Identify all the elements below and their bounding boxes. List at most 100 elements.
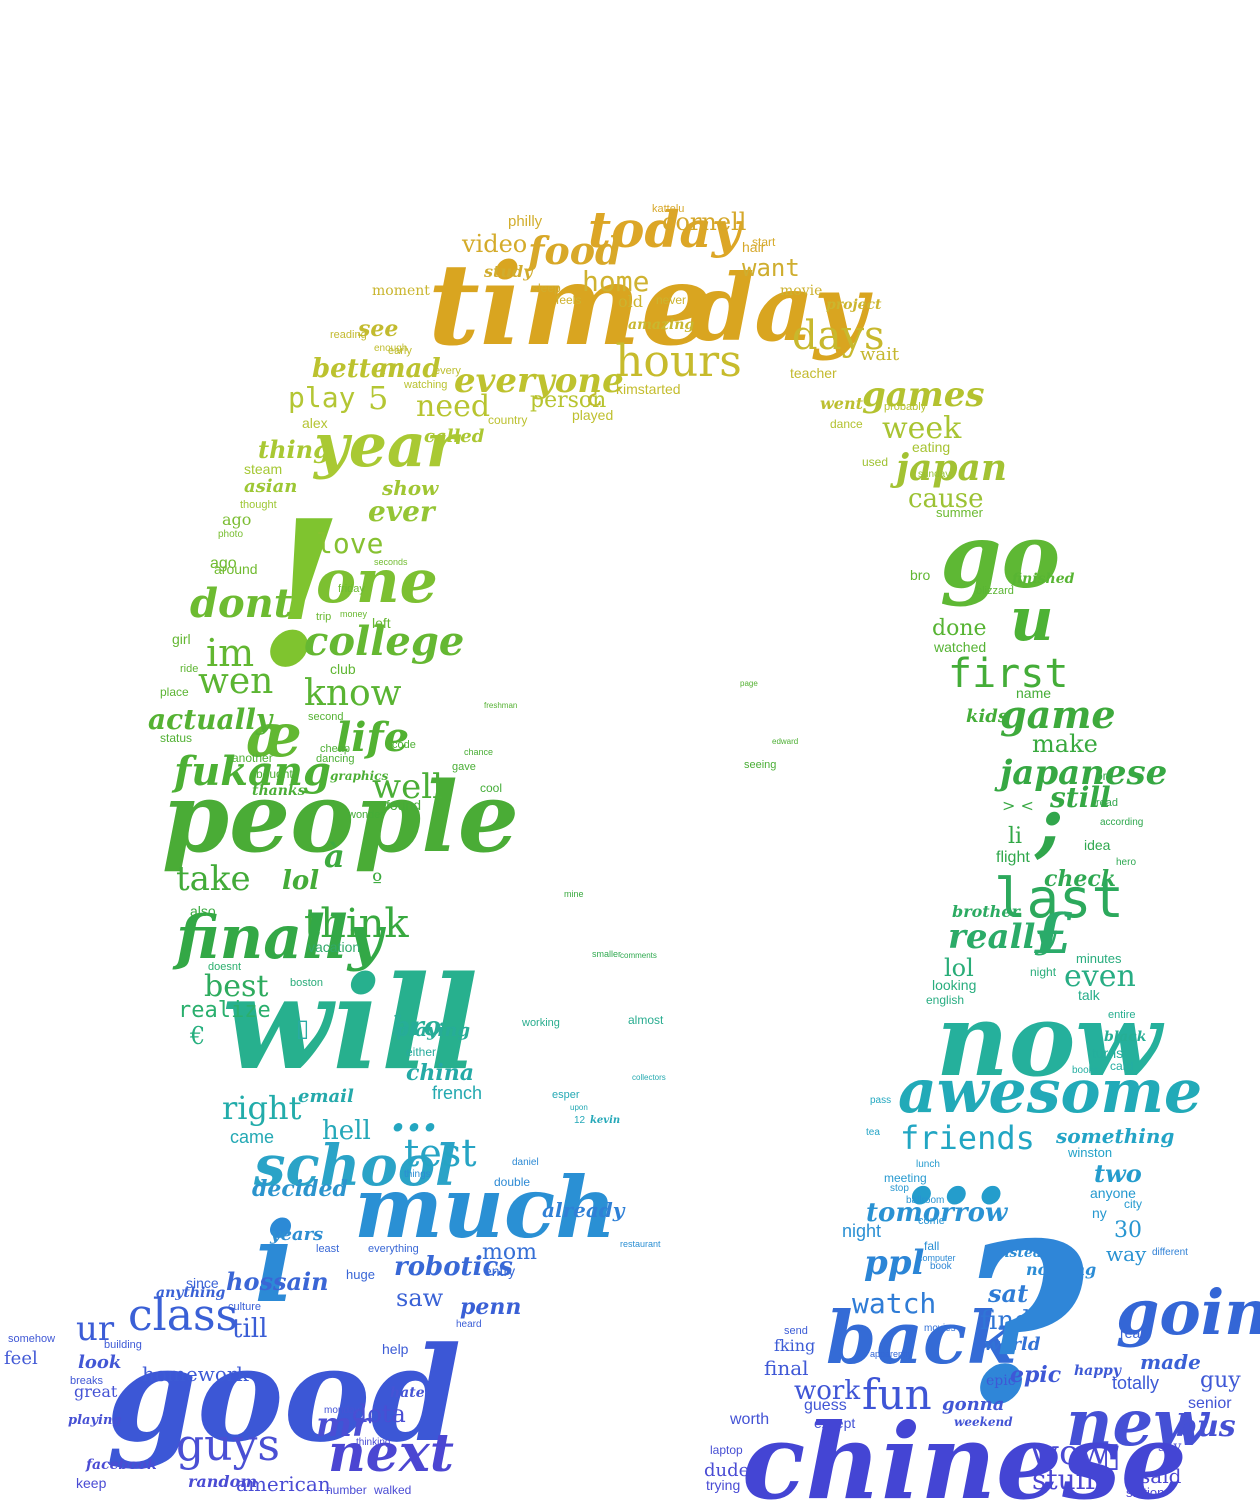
word-early: early: [388, 345, 412, 357]
word-went: went: [820, 394, 863, 413]
word-class: class: [128, 1290, 239, 1341]
word-euro: €: [190, 1022, 206, 1050]
word-im: im: [206, 631, 255, 675]
word-kimstarted: kimstarted: [616, 381, 681, 397]
word-talk: talk: [1078, 987, 1100, 1003]
word-thing: thing: [258, 435, 330, 464]
word-mom: mom: [482, 1240, 537, 1265]
word-graphics: graphics: [330, 769, 389, 783]
word-homework: homework: [142, 1362, 249, 1386]
word-one: one: [316, 547, 438, 617]
word-ppl: ppl: [864, 1243, 925, 1283]
word-watched: watched: [934, 639, 987, 655]
word-place: place: [160, 685, 189, 699]
word-semicolon: ;: [1036, 780, 1064, 866]
word-sunday: sunday: [918, 469, 951, 480]
word-day: day: [690, 254, 868, 362]
word-huge: huge: [346, 1267, 375, 1282]
word-lt-gt: > <: [1002, 796, 1034, 815]
word-seconds: seconds: [374, 557, 408, 567]
word-two: two: [1094, 1159, 1142, 1188]
word-epic: epic: [1010, 1362, 1062, 1388]
word-doesnt: doesnt: [208, 961, 242, 973]
word-hossain: hossain: [226, 1267, 329, 1296]
word-saw: saw: [396, 1284, 444, 1312]
word-ever: ever: [368, 495, 435, 528]
word-well: well: [372, 767, 443, 807]
word-anyone: anyone: [1090, 1185, 1136, 1201]
word-everyone: everyone: [454, 361, 624, 401]
word-work: work: [794, 1376, 861, 1406]
word-project: project: [826, 297, 882, 313]
word-comments: comments: [620, 951, 657, 960]
word-another: another: [232, 751, 273, 765]
word-everything: everything: [368, 1243, 419, 1255]
word-anything: anything: [156, 1285, 226, 1301]
word-night: night: [1030, 965, 1057, 979]
word-club: club: [330, 661, 356, 677]
word-according: according: [1100, 817, 1144, 828]
word-need: need: [416, 389, 491, 424]
word-dance: dance: [830, 417, 863, 431]
word-nothing: nothing: [1026, 1260, 1097, 1279]
word-hero: hero: [1116, 857, 1137, 868]
word-moment: moment: [372, 283, 430, 299]
word-epic-2: epic: [986, 1373, 1016, 1389]
word-lunch: lunch: [916, 1159, 940, 1170]
word-least: least: [316, 1243, 340, 1255]
word-o-deg: º: [372, 870, 383, 895]
word-used: used: [862, 455, 889, 469]
word-tomorrow: tomorrow: [866, 1198, 1008, 1228]
word-every: every: [434, 365, 461, 377]
word-sleep: sleep: [532, 281, 561, 295]
word-today: today: [588, 200, 741, 259]
word-dota: dota: [352, 1400, 406, 1428]
word-help: help: [382, 1341, 409, 1357]
word-guess: guess: [804, 1397, 847, 1414]
word-meeting: meeting: [884, 1171, 927, 1185]
word-exclamation: !: [256, 477, 344, 712]
word-college: college: [304, 618, 465, 665]
word-pound: £: [1034, 901, 1073, 967]
word-wen: wen: [198, 661, 274, 702]
word-except: except: [814, 1415, 856, 1431]
word-first: first: [948, 651, 1069, 697]
word-ellipsis-left: ...: [390, 1088, 439, 1142]
word-final: final: [764, 1356, 809, 1380]
word-u: u: [1010, 585, 1054, 655]
word-boston: boston: [290, 977, 324, 989]
word-made: made: [1140, 1350, 1201, 1374]
word-30: 30: [1114, 1218, 1142, 1243]
word-probably: probably: [884, 401, 927, 413]
word-last: last: [994, 867, 1125, 930]
word-li: li: [1008, 824, 1023, 849]
word-philly: philly: [508, 213, 543, 230]
word-somehow: somehow: [8, 1333, 56, 1345]
word-movie: movie: [780, 283, 823, 299]
word-card: card: [1110, 1059, 1134, 1073]
word-edward: edward: [772, 737, 799, 746]
word-china: china: [406, 1060, 474, 1086]
word-stop: stop: [890, 1183, 909, 1194]
word-movies: movies: [924, 1323, 956, 1334]
word-great: great: [74, 1382, 118, 1401]
word-better: better: [312, 354, 401, 384]
word-realize: realize: [178, 998, 271, 1023]
word-guys: guys: [176, 1420, 280, 1471]
word-bro: bro: [1096, 769, 1114, 783]
word-esper: esper: [552, 1089, 580, 1101]
word-cause: cause: [908, 484, 984, 514]
word-worth: worth: [730, 1411, 770, 1428]
word-friends: friends: [900, 1119, 1035, 1157]
word-year: year: [314, 411, 458, 481]
word-entry: entry: [484, 1263, 516, 1279]
word-back: back: [826, 1295, 1017, 1380]
word-found: found: [386, 797, 422, 813]
word-building: building: [104, 1339, 142, 1351]
word-test: test: [404, 1131, 477, 1175]
word-guy: guy: [1200, 1368, 1241, 1393]
word-love: love: [316, 527, 384, 560]
word-ae: æ: [246, 701, 302, 771]
word-finished: finished: [1012, 571, 1075, 587]
word-school: school: [254, 1133, 457, 1199]
